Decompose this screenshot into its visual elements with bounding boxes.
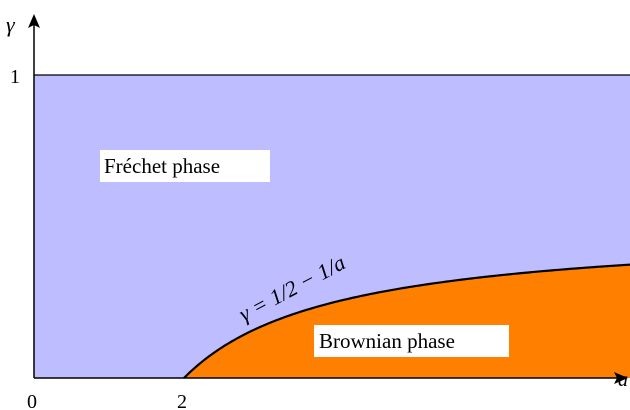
x-axis-arrowhead bbox=[614, 372, 628, 384]
y-axis-arrowhead bbox=[28, 14, 40, 28]
y-tick-1: 1 bbox=[10, 66, 20, 88]
x-tick-0: 0 bbox=[27, 391, 37, 410]
y-axis-label: γ bbox=[6, 12, 16, 37]
x-axis-label: a bbox=[618, 369, 628, 391]
critical-curve bbox=[183, 263, 630, 379]
brownian-phase-label: Brownian phase bbox=[319, 329, 455, 353]
brownian-label-box bbox=[314, 325, 509, 357]
x-tick-2: 2 bbox=[177, 391, 187, 410]
frechet-label-box bbox=[100, 150, 270, 182]
brownian-phase-region bbox=[184, 264, 630, 378]
frechet-phase-label: Fréchet phase bbox=[104, 154, 220, 178]
